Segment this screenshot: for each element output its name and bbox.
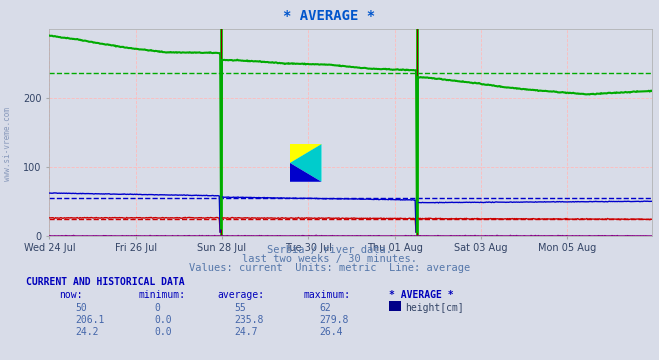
Text: CURRENT AND HISTORICAL DATA: CURRENT AND HISTORICAL DATA (26, 277, 185, 287)
Text: last two weeks / 30 minutes.: last two weeks / 30 minutes. (242, 254, 417, 264)
Text: 50: 50 (76, 303, 88, 313)
Polygon shape (290, 144, 322, 182)
Text: Values: current  Units: metric  Line: average: Values: current Units: metric Line: aver… (189, 263, 470, 273)
Text: 62: 62 (320, 303, 331, 313)
Text: 24.2: 24.2 (76, 327, 100, 337)
Text: www.si-vreme.com: www.si-vreme.com (3, 107, 13, 181)
Text: 0: 0 (155, 303, 161, 313)
Text: 206.1: 206.1 (76, 315, 105, 325)
Text: 26.4: 26.4 (320, 327, 343, 337)
Text: minimum:: minimum: (138, 290, 185, 300)
Text: 0.0: 0.0 (155, 327, 173, 337)
Text: average:: average: (217, 290, 264, 300)
Text: maximum:: maximum: (303, 290, 350, 300)
Text: 235.8: 235.8 (234, 315, 264, 325)
Text: 55: 55 (234, 303, 246, 313)
Polygon shape (290, 144, 322, 163)
Text: 0.0: 0.0 (155, 315, 173, 325)
Text: height[cm]: height[cm] (405, 303, 463, 313)
Text: Serbia / river data.: Serbia / river data. (267, 245, 392, 255)
Text: * AVERAGE *: * AVERAGE * (283, 9, 376, 23)
Polygon shape (290, 163, 322, 182)
Text: * AVERAGE *: * AVERAGE * (389, 290, 453, 300)
Text: 24.7: 24.7 (234, 327, 258, 337)
Text: 279.8: 279.8 (320, 315, 349, 325)
Text: now:: now: (59, 290, 83, 300)
